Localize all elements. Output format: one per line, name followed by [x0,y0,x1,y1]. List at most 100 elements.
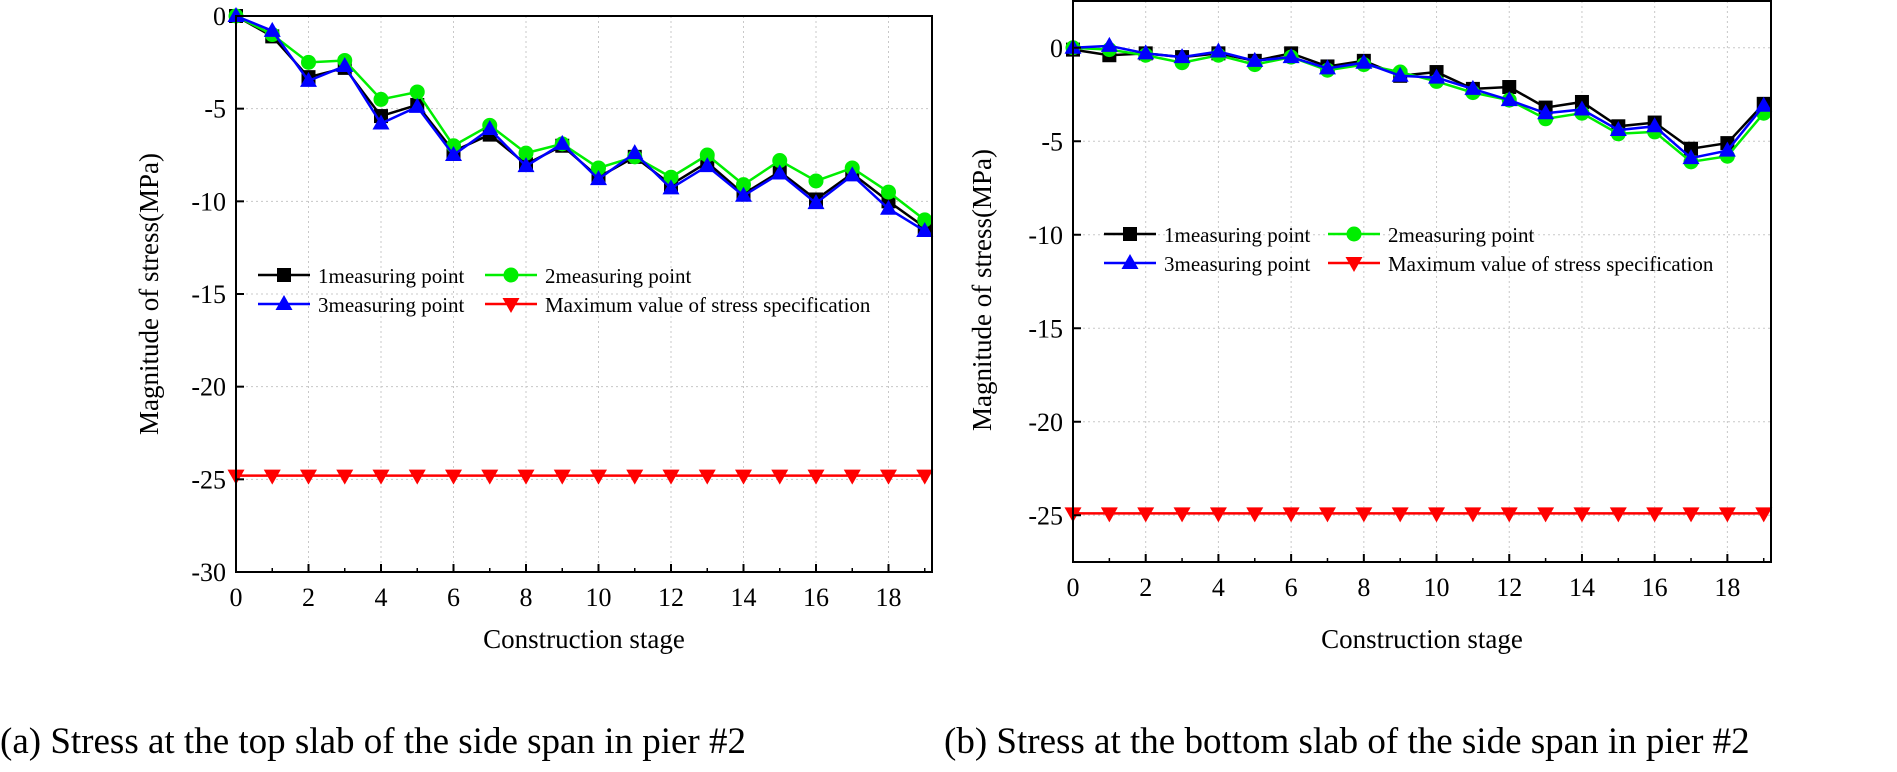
legend-entry-3: 3measuring point [258,293,465,317]
data-point [843,166,861,182]
series-4-b [1064,507,1773,523]
legend-swatch-marker [1121,254,1139,269]
y-tick-label: -25 [191,465,226,494]
series-3-b [1064,36,1773,165]
data-point [735,186,752,202]
x-tick-label: 10 [1424,573,1450,602]
data-point [1282,507,1300,523]
data-point [736,177,751,193]
data-point [807,469,825,485]
data-point [517,157,535,173]
legend-entry-1: 1measuring point [258,264,465,288]
data-point [698,157,716,173]
data-point [843,469,861,485]
legend-a: 1measuring point 2measuring point 3measuri… [258,264,871,317]
y-axis-label: Magnitude of stress(MPa) [967,149,997,431]
data-point [445,469,462,485]
data-point [1391,66,1409,82]
data-point [1646,117,1664,133]
x-tick-label: 6 [447,583,460,612]
legend-swatch-marker [503,267,519,283]
data-point [1464,79,1482,95]
y-tick-label: -30 [191,558,226,587]
data-point [518,145,534,161]
x-tick-label: 14 [1569,573,1595,602]
data-point [626,144,644,160]
x-tick-label: 8 [1357,573,1370,602]
data-point [372,114,390,130]
data-point [1355,53,1373,69]
legend-swatch-marker [1345,257,1363,272]
data-point [1318,507,1336,523]
data-point [408,97,426,113]
y-tick-label: -20 [1028,408,1063,437]
data-point [880,469,897,485]
x-tick-label: 14 [731,583,757,612]
legend-label: 2measuring point [1388,223,1535,247]
legend-label: Maximum value of stress specification [1388,252,1714,276]
data-point [1609,121,1627,137]
data-point [1500,507,1518,523]
data-point [1282,48,1300,64]
y-tick-label: -10 [191,187,226,216]
caption-b: (b) Stress at the bottom slab of the sid… [944,721,1750,762]
y-tick-label: -20 [191,373,226,402]
x-axis-label: Construction stage [1321,624,1523,654]
legend-label: 1measuring point [318,264,465,288]
legend-entry-2: 2measuring point [485,264,692,288]
x-axis-label: Construction stage [483,624,685,654]
y-tick-label: -25 [1028,501,1063,530]
data-point [1682,507,1700,523]
data-point [1209,507,1227,523]
data-point [372,469,390,485]
data-point [1100,36,1118,52]
data-point [916,221,934,237]
x-tick-label: 12 [1496,573,1522,602]
legend-entry-4: Maximum value of stress specification [485,293,871,317]
data-point [1428,68,1446,84]
x-tick-label: 18 [876,583,902,612]
data-point [1318,59,1336,75]
x-tick-label: 0 [230,583,243,612]
data-point [772,153,788,169]
y-tick-label: 0 [1050,34,1063,63]
data-point [591,160,606,176]
y-tick-label: 0 [213,2,226,31]
legend-b: 1measuring point 2measuring point 3measuri… [1104,223,1714,276]
data-point [1718,507,1736,523]
data-point [662,469,680,485]
data-point [1391,507,1409,523]
data-point [1137,507,1155,523]
x-tick-label: 2 [302,583,315,612]
data-point [1573,507,1591,523]
chart-b: 0 2 4 6 8 10 12 14 16 18 0 -5 -10 -15 -20 -25 Constructi… [967,0,1773,654]
data-point [917,212,933,228]
x-tick-label: 6 [1285,573,1298,602]
series-4-a [227,469,934,485]
series-1-a [229,9,932,235]
data-point [1684,141,1699,156]
legend-label: 3measuring point [1164,252,1311,276]
data-point [735,469,752,485]
legend-swatch-marker [275,295,293,310]
data-point [1246,507,1264,523]
legend-label: Maximum value of stress specification [545,293,871,317]
legend-swatch-marker [1346,226,1362,242]
data-point [1173,507,1191,523]
data-point [1173,48,1191,64]
series-line [235,14,926,233]
data-point [771,469,789,485]
data-point [698,469,716,485]
data-point [227,7,245,22]
data-point [1100,507,1118,523]
legend-label: 2measuring point [545,264,692,288]
data-point [1246,51,1264,67]
data-point [263,21,281,37]
data-point [300,71,317,87]
x-tick-label: 4 [1212,573,1225,602]
legend-entry-3: 3measuring point [1104,252,1311,276]
data-point [1573,100,1591,116]
data-point [1537,104,1555,120]
data-point [301,54,316,70]
data-point [517,469,535,485]
